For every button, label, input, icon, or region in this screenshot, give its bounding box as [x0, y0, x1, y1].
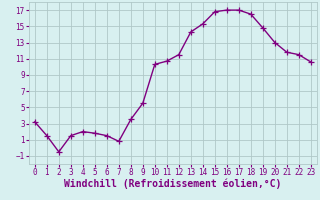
X-axis label: Windchill (Refroidissement éolien,°C): Windchill (Refroidissement éolien,°C) [64, 179, 282, 189]
